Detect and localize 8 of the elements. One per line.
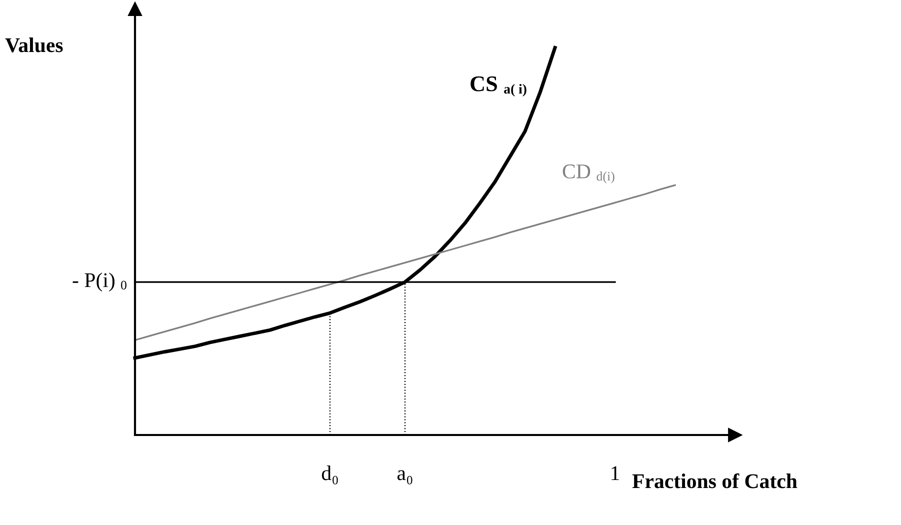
- x-tick-label: 1: [612, 466, 619, 480]
- series-label: - P(i) 0: [72, 272, 126, 292]
- x-tick-label: d₀: [322, 466, 338, 484]
- y-axis-title: Values: [5, 38, 63, 52]
- x-tick-label: a₀: [397, 470, 412, 484]
- series-label: CS a( i): [470, 76, 526, 96]
- series-label: CD d(i): [562, 164, 614, 184]
- x-axis-title: Fractions of Catch: [632, 473, 798, 488]
